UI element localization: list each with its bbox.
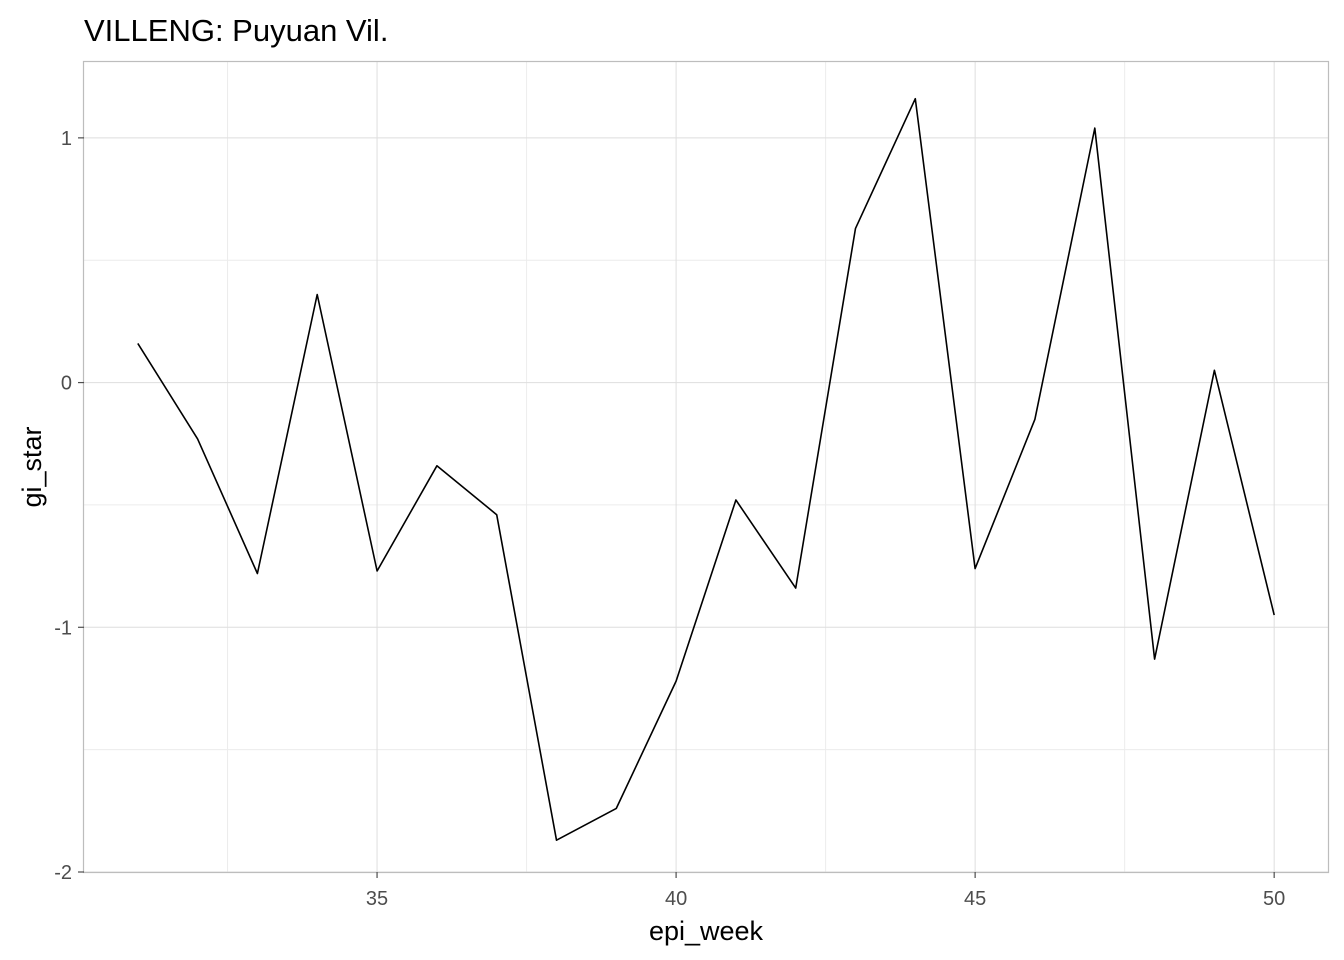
- series: [137, 97, 1275, 842]
- y-tick-label: -1: [54, 617, 72, 639]
- x-tick-label: 40: [665, 888, 687, 910]
- y-tick-label: -2: [54, 862, 72, 884]
- axes: 35 40 45 50 -2 -1 0 1: [54, 128, 1285, 910]
- y-tick-label: 1: [61, 128, 72, 150]
- x-axis-title: epi_week: [649, 916, 764, 946]
- x-tick-label: 50: [1263, 888, 1285, 910]
- y-tick-label: 0: [61, 373, 72, 395]
- chart-title: VILLENG: Puyuan Vil.: [84, 13, 388, 48]
- grid: [84, 62, 1328, 873]
- plot-panel: [82, 60, 1330, 874]
- y-axis-title: gi_star: [17, 426, 47, 507]
- series-line: [137, 97, 1275, 842]
- x-tick-label: 35: [366, 888, 388, 910]
- x-tick-label: 45: [964, 888, 986, 910]
